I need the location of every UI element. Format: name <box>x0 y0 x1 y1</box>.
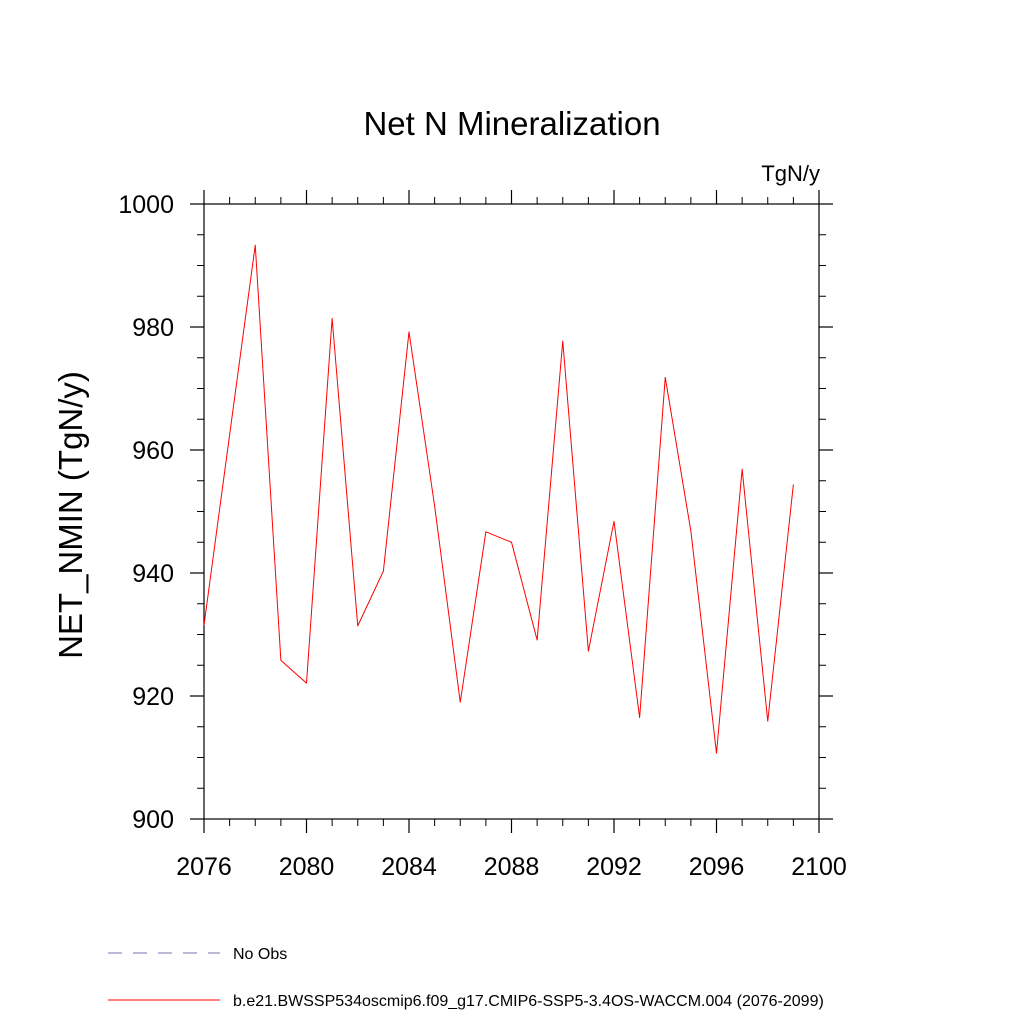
minor-ticks <box>197 197 826 826</box>
y-axis-label: NET_NMIN (TgN/y) <box>52 371 89 659</box>
x-tick-label: 2088 <box>484 853 540 881</box>
plot-frame <box>203 203 820 820</box>
x-tick-label: 2080 <box>279 853 335 881</box>
y-tick-label: 900 <box>132 806 174 834</box>
y-tick-label: 920 <box>132 683 174 711</box>
units-label: TgN/y <box>761 161 820 186</box>
x-tick-label: 2096 <box>689 853 745 881</box>
x-tick-label: 2076 <box>176 853 232 881</box>
y-tick-label: 940 <box>132 560 174 588</box>
y-tick-label: 980 <box>132 314 174 342</box>
y-tick-label: 960 <box>132 437 174 465</box>
x-tick-labels: 2076 2080 2084 2088 2092 2096 2100 <box>176 853 847 881</box>
series-group <box>203 244 794 754</box>
legend: No Obs b.e21.BWSSP534oscmip6.f09_g17.CMI… <box>108 946 824 1010</box>
chart-title: Net N Mineralization <box>363 105 660 142</box>
series-line <box>203 244 794 754</box>
x-tick-label: 2092 <box>586 853 642 881</box>
legend-label-model-run: b.e21.BWSSP534oscmip6.f09_g17.CMIP6-SSP5… <box>233 993 824 1010</box>
major-ticks <box>190 190 833 833</box>
x-tick-label: 2100 <box>791 853 847 881</box>
y-tick-labels: 900 920 940 960 980 1000 <box>118 191 174 834</box>
y-tick-label: 1000 <box>118 191 174 219</box>
legend-label-no-obs: No Obs <box>233 946 287 963</box>
x-tick-label: 2084 <box>381 853 437 881</box>
